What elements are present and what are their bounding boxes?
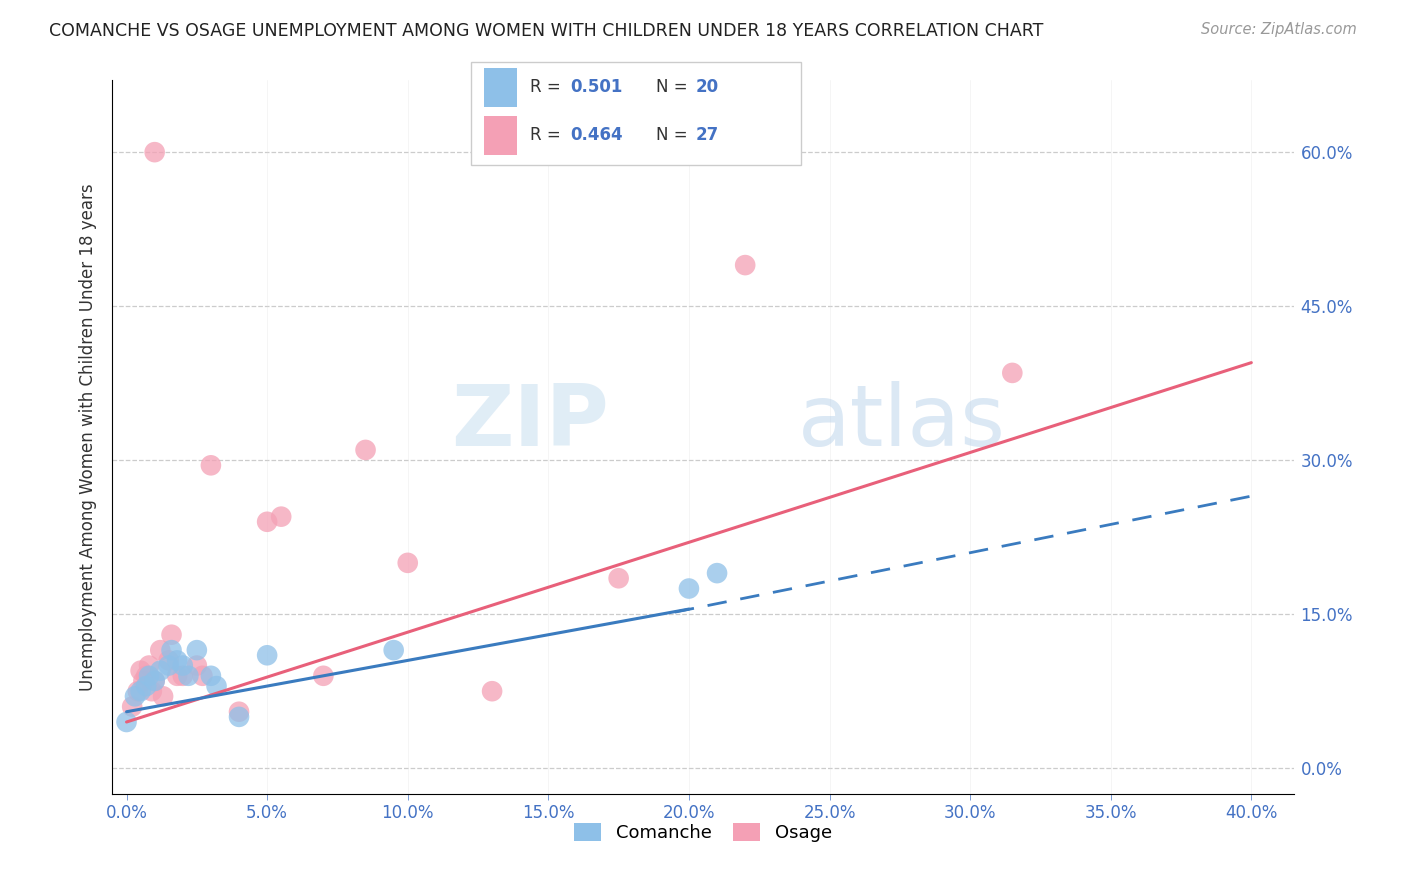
Point [121, 699, 143, 714]
Point [734, 258, 756, 272]
Text: 0.464: 0.464 [571, 127, 623, 145]
Point [228, 710, 250, 724]
Point [160, 628, 183, 642]
Text: 20: 20 [696, 78, 718, 96]
Bar [484, 68, 517, 106]
Point [143, 145, 166, 160]
Point [200, 669, 222, 683]
Point [135, 679, 157, 693]
FancyBboxPatch shape [471, 62, 801, 165]
Point [1001, 366, 1024, 380]
Point [149, 664, 172, 678]
Point [607, 571, 630, 585]
Text: 0.501: 0.501 [571, 78, 623, 96]
Point [138, 669, 160, 683]
Point [706, 566, 728, 581]
Point [481, 684, 503, 698]
Point [256, 515, 278, 529]
Point [186, 658, 208, 673]
Point [124, 690, 146, 704]
Point [129, 684, 152, 698]
Text: N =: N = [657, 127, 693, 145]
Point [312, 669, 335, 683]
Bar [484, 116, 517, 155]
Point [396, 556, 419, 570]
Point [186, 643, 208, 657]
Legend: Comanche, Osage: Comanche, Osage [567, 815, 839, 849]
Point [157, 658, 180, 673]
Text: R =: R = [530, 127, 567, 145]
Text: atlas: atlas [797, 381, 1005, 465]
Point [143, 673, 166, 688]
Point [205, 679, 228, 693]
Point [177, 669, 200, 683]
Text: 27: 27 [696, 127, 718, 145]
Point [191, 669, 214, 683]
Text: R =: R = [530, 78, 567, 96]
Point [149, 643, 172, 657]
Point [228, 705, 250, 719]
Text: COMANCHE VS OSAGE UNEMPLOYMENT AMONG WOMEN WITH CHILDREN UNDER 18 YEARS CORRELAT: COMANCHE VS OSAGE UNEMPLOYMENT AMONG WOM… [49, 22, 1043, 40]
Point [172, 669, 194, 683]
Point [132, 673, 155, 688]
Point [115, 714, 138, 729]
Text: Source: ZipAtlas.com: Source: ZipAtlas.com [1201, 22, 1357, 37]
Point [678, 582, 700, 596]
Point [172, 658, 194, 673]
Point [166, 669, 188, 683]
Point [141, 684, 163, 698]
Point [200, 458, 222, 473]
Point [354, 442, 377, 457]
Text: N =: N = [657, 78, 693, 96]
Point [135, 669, 157, 683]
Point [138, 658, 160, 673]
Y-axis label: Unemployment Among Women with Children Under 18 years: Unemployment Among Women with Children U… [79, 183, 97, 691]
Point [129, 664, 152, 678]
Point [270, 509, 292, 524]
Point [382, 643, 405, 657]
Point [152, 690, 174, 704]
Point [127, 684, 149, 698]
Point [256, 648, 278, 663]
Point [143, 673, 166, 688]
Text: ZIP: ZIP [451, 381, 609, 465]
Point [160, 643, 183, 657]
Point [166, 653, 188, 667]
Point [157, 653, 180, 667]
